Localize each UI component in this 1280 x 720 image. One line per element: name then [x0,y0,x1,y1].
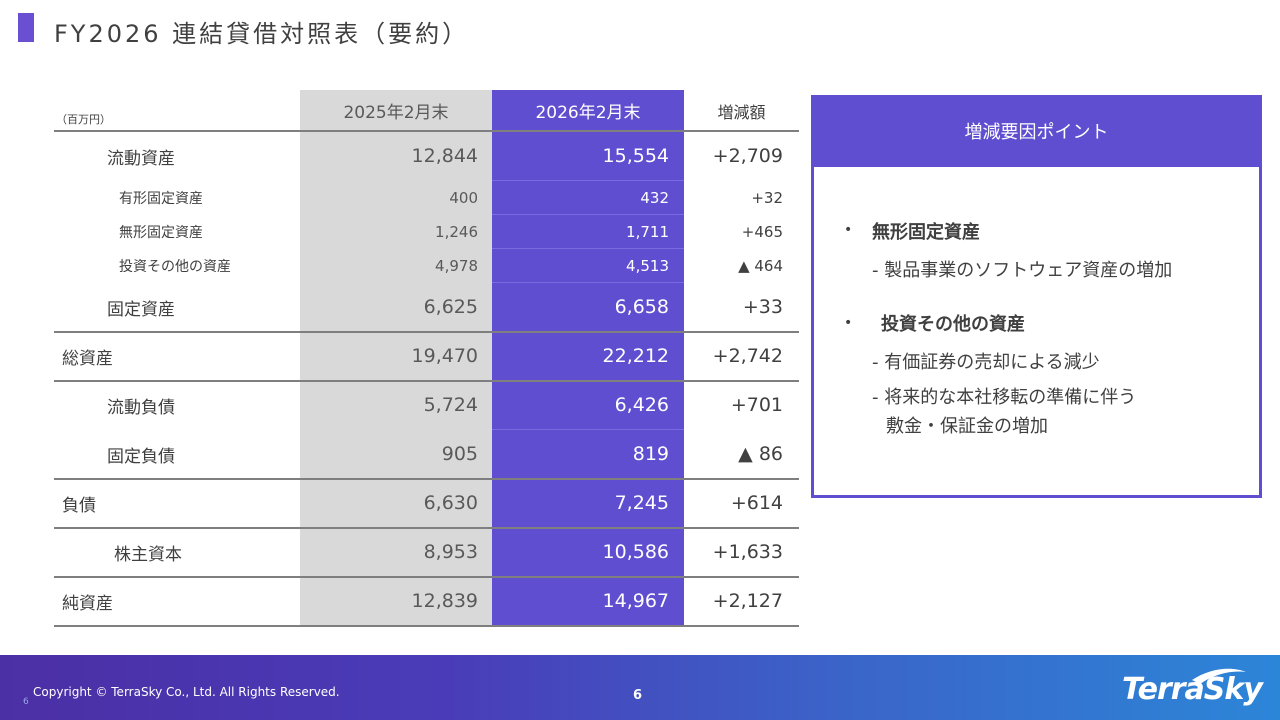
page-title: FY2026 連結貸借対照表（要約） [54,20,470,48]
row-label: 流動負債 [107,397,175,418]
row-label: 投資その他の資産 [119,258,231,275]
table-row-fixed-liabilities: 固定負債 905 819 ▲ 86 [54,430,799,478]
copyright: Copyright © TerraSky Co., Ltd. All Right… [33,685,340,699]
terrasky-logo-swoosh [1192,668,1246,684]
value-current: 432 [640,188,669,207]
table-row-total-assets: 総資産 19,470 22,212 +2,742 [54,332,799,380]
page-number-small: 6 [23,697,29,707]
value-diff: +2,709 [712,145,783,167]
row-label: 純資産 [62,593,113,614]
row-label: 固定資産 [107,299,175,320]
divider [54,380,799,382]
value-prev: 4,978 [435,256,478,275]
bullet: • [844,222,853,238]
value-current: 22,212 [602,345,669,367]
bullet: • [844,315,853,331]
point-detail: - 製品事業のソフトウェア資産の増加 [872,260,1173,281]
value-current: 4,513 [626,256,669,275]
footer-band [0,655,1280,720]
value-current: 14,967 [602,590,669,612]
point-detail: 敷金・保証金の増加 [886,416,1048,437]
point-heading: 投資その他の資産 [881,314,1025,335]
points-panel: • 無形固定資産 - 製品事業のソフトウェア資産の増加 • 投資その他の資産 -… [811,167,1262,498]
header-prev-period: 2025年2月末 [300,90,492,131]
value-prev: 6,625 [423,296,478,318]
value-diff: +1,633 [712,541,783,563]
header-current-period: 2026年2月末 [492,90,684,131]
point-detail: - 有価証券の売却による減少 [872,352,1100,373]
current-column-background [492,131,684,626]
row-label: 固定負債 [107,446,175,467]
value-prev: 5,724 [423,394,478,416]
value-diff: +2,127 [712,590,783,612]
divider [492,282,684,283]
table-row-liabilities: 負債 6,630 7,245 +614 [54,479,799,527]
value-current: 819 [632,443,669,465]
value-diff: +2,742 [712,345,783,367]
value-prev: 400 [449,188,478,207]
row-label: 有形固定資産 [119,190,203,207]
value-prev: 6,630 [423,492,478,514]
header-difference: 増減額 [717,102,766,122]
terrasky-logo: TerraSky [1122,672,1263,707]
divider [54,478,799,480]
value-prev: 905 [441,443,478,465]
table-row-current-liabilities: 流動負債 5,724 6,426 +701 [54,381,799,429]
value-prev: 12,844 [411,145,478,167]
row-label: 株主資本 [114,544,182,565]
divider [492,214,684,215]
divider [54,527,799,529]
value-prev: 8,953 [423,541,478,563]
row-label: 流動資産 [107,148,175,169]
page-number: 6 [633,688,643,703]
value-diff: ▲ 86 [738,443,783,465]
value-current: 6,426 [614,394,669,416]
row-label: 無形固定資産 [119,224,203,241]
title-accent-bar [18,13,34,42]
table-row-intangible-assets: 無形固定資産 1,246 1,711 +465 [54,215,799,248]
value-diff: ▲ 464 [738,256,783,275]
value-current: 7,245 [614,492,669,514]
divider [54,331,799,333]
value-current: 1,711 [626,222,669,241]
row-label: 負債 [62,495,96,516]
value-current: 10,586 [602,541,669,563]
table-row-current-assets: 流動資産 12,844 15,554 +2,709 [54,132,799,180]
divider [54,625,799,627]
value-diff: +33 [742,296,783,318]
value-current: 15,554 [602,145,669,167]
value-diff: +32 [751,188,783,207]
row-label: 総資産 [62,348,113,369]
divider [492,429,684,430]
value-diff: +701 [730,394,783,416]
table-row-tangible-assets: 有形固定資産 400 432 +32 [54,181,799,214]
value-diff: +465 [741,222,783,241]
value-prev: 1,246 [435,222,478,241]
table-row-shareholders-equity: 株主資本 8,953 10,586 +1,633 [54,528,799,576]
value-prev: 19,470 [411,345,478,367]
divider [54,130,799,132]
value-prev: 12,839 [411,590,478,612]
point-heading: 無形固定資産 [872,222,980,243]
prev-column-background [300,131,492,626]
table-row-net-assets: 純資産 12,839 14,967 +2,127 [54,577,799,625]
point-detail: - 将来的な本社移転の準備に伴う [872,387,1137,408]
divider [492,248,684,249]
unit-label: （百万円） [56,113,111,126]
divider [492,180,684,181]
table-row-fixed-assets: 固定資産 6,625 6,658 +33 [54,283,799,331]
value-current: 6,658 [614,296,669,318]
table-row-investments: 投資その他の資産 4,978 4,513 ▲ 464 [54,249,799,282]
value-diff: +614 [730,492,783,514]
panel-title: 増減要因ポイント [811,95,1262,167]
divider [54,576,799,578]
